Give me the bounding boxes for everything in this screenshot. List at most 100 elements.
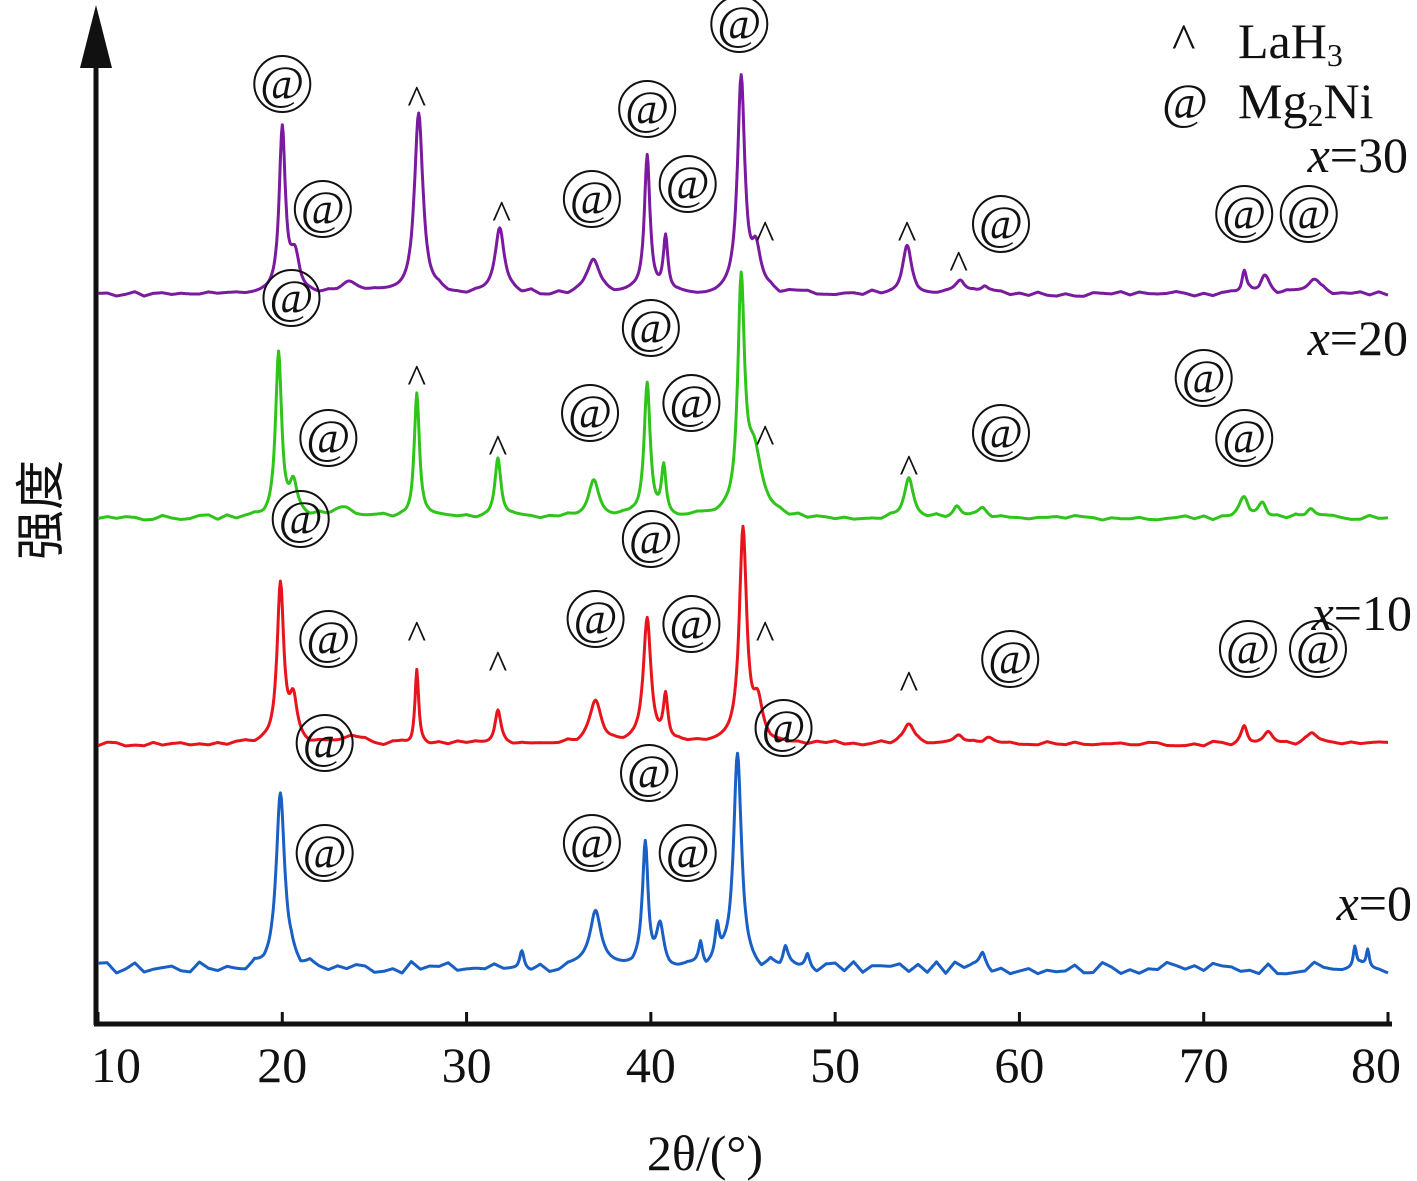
mg2ni-peak-marker-circle <box>1215 409 1274 467</box>
mg2ni-peak-marker: @ <box>570 816 614 869</box>
series-label: x=20 <box>1307 310 1408 366</box>
lah3-peak-marker: ^ <box>407 612 426 657</box>
mg2ni-peak-marker: @ <box>1182 351 1226 404</box>
mg2ni-peak-marker: @ <box>573 592 617 645</box>
mg2ni-peak-marker-circle <box>1279 185 1338 243</box>
mg2ni-peak-marker: @ <box>666 157 710 210</box>
legend: ^ LaH3 @ Mg2Ni <box>1162 13 1373 133</box>
mg2ni-peak-marker-circle <box>562 170 621 228</box>
x-axis-label: 2θ/(°) <box>647 1125 763 1181</box>
mg2ni-peak-marker: @ <box>568 386 612 439</box>
mg2ni-peak-marker: @ <box>979 406 1023 459</box>
mg2ni-peak-marker-circle <box>299 409 358 467</box>
mg2ni-peak-marker-circle <box>562 814 621 872</box>
mg2ni-peak-marker: @ <box>629 512 673 565</box>
lah3-peak-marker: ^ <box>489 426 508 471</box>
legend-symbol-mg2ni: @ <box>1162 73 1208 129</box>
mg2ni-peak-marker-circle <box>262 269 321 327</box>
mg2ni-peak-marker-circle <box>621 299 680 357</box>
mg2ni-peak-marker: @ <box>306 411 350 464</box>
lah3-peak-marker: ^ <box>407 77 426 122</box>
series-label: x=30 <box>1307 127 1408 183</box>
curves <box>97 73 1389 976</box>
series-line-x0 <box>97 751 1389 976</box>
mg2ni-peak-marker-circle <box>620 744 679 802</box>
mg2ni-peak-marker: @ <box>629 301 673 354</box>
mg2ni-peak-marker: @ <box>627 746 671 799</box>
mg2ni-peak-marker: @ <box>761 701 805 754</box>
y-axis-arrow <box>80 5 112 68</box>
lah3-peak-marker: ^ <box>407 356 426 401</box>
mg2ni-peak-marker: @ <box>303 716 347 769</box>
lah3-peak-marker: ^ <box>492 192 511 237</box>
mg2ni-peak-marker: @ <box>666 826 710 879</box>
mg2ni-peak-marker-circle <box>253 55 312 113</box>
peak-markers: @@ @@@@@@ ^^@@@ ^^ @ @ @@@^^@@@^^@@@@@^^ @@@@^ ^… <box>253 0 1347 882</box>
mg2ni-peak-marker-circle <box>621 510 680 568</box>
mg2ni-peak-marker-circle <box>1215 185 1274 243</box>
mg2ni-peak-marker: @ <box>717 0 761 50</box>
mg2ni-peak-marker: @ <box>979 197 1023 250</box>
series-label: x=10 <box>1311 585 1412 641</box>
mg2ni-peak-marker: @ <box>303 826 347 879</box>
mg2ni-peak-marker: @ <box>1222 187 1266 240</box>
mg2ni-peak-marker-circle <box>566 590 625 648</box>
mg2ni-peak-marker-circle <box>662 374 721 432</box>
mg2ni-peak-marker: @ <box>269 271 313 324</box>
mg2ni-peak-marker: @ <box>279 492 323 545</box>
series-label: x=0 <box>1336 875 1412 931</box>
lah3-peak-marker: ^ <box>899 662 918 707</box>
mg2ni-peak-marker-circle <box>658 155 717 213</box>
mg2ni-peak-marker: @ <box>301 182 345 235</box>
lah3-peak-marker: ^ <box>756 612 775 657</box>
mg2ni-peak-marker-circle <box>662 595 721 653</box>
mg2ni-peak-marker-circle <box>271 490 330 548</box>
x-tick-label: 70 <box>1179 1037 1229 1093</box>
x-tick-label: 30 <box>442 1037 492 1093</box>
mg2ni-peak-marker: @ <box>1226 622 1270 675</box>
mg2ni-peak-marker: @ <box>988 632 1032 685</box>
mg2ni-peak-marker-circle <box>1218 620 1277 678</box>
mg2ni-peak-marker-circle <box>754 699 813 757</box>
lah3-peak-marker: ^ <box>898 212 917 257</box>
mg2ni-peak-marker: @ <box>1296 622 1340 675</box>
mg2ni-peak-marker-circle <box>658 824 717 882</box>
mg2ni-peak-marker-circle <box>972 195 1030 253</box>
mg2ni-peak-marker-circle <box>561 384 620 442</box>
x-tick-label: 60 <box>994 1037 1044 1093</box>
mg2ni-peak-marker-circle <box>299 610 358 668</box>
mg2ni-peak-marker: @ <box>260 57 304 110</box>
x-tick-label: 50 <box>810 1037 860 1093</box>
mg2ni-peak-marker-circle <box>972 404 1030 462</box>
lah3-peak-marker: ^ <box>489 642 508 687</box>
series-line-x20 <box>97 270 1389 522</box>
x-tick-label: 40 <box>626 1037 676 1093</box>
x-tick-label: 20 <box>257 1037 307 1093</box>
curve-labels: x=0 x=10 x=20 x=30 <box>1307 127 1412 931</box>
mg2ni-peak-marker: @ <box>669 597 713 650</box>
mg2ni-peak-marker: @ <box>306 612 350 665</box>
x-tick-label: 80 <box>1351 1037 1401 1093</box>
legend-label-mg2ni: Mg2Ni <box>1238 73 1373 133</box>
mg2ni-peak-marker-circle <box>295 824 354 882</box>
mg2ni-peak-marker: @ <box>1287 187 1331 240</box>
series-line-x10 <box>97 524 1389 748</box>
axes: 10 20 30 40 50 60 70 80 2θ/(°) 强度 <box>13 5 1401 1181</box>
x-ticks: 10 20 30 40 50 60 70 80 <box>91 1012 1401 1093</box>
lah3-peak-marker: ^ <box>756 416 775 461</box>
mg2ni-peak-marker-circle <box>981 630 1040 688</box>
y-axis-label: 强度 <box>13 460 69 560</box>
mg2ni-peak-marker-circle <box>618 80 677 138</box>
legend-symbol-lah3: ^ <box>1172 13 1195 69</box>
mg2ni-peak-marker-circle <box>293 180 352 238</box>
x-tick-label: 10 <box>91 1037 141 1093</box>
mg2ni-peak-marker-circle <box>1174 349 1233 407</box>
mg2ni-peak-marker-circle <box>710 0 769 53</box>
lah3-peak-marker: ^ <box>949 242 968 287</box>
mg2ni-peak-marker-circle <box>295 714 354 772</box>
series-line-x30 <box>97 73 1389 298</box>
lah3-peak-marker: ^ <box>899 446 918 491</box>
mg2ni-peak-marker-circle <box>1288 620 1347 678</box>
legend-label-lah3: LaH3 <box>1238 13 1343 73</box>
